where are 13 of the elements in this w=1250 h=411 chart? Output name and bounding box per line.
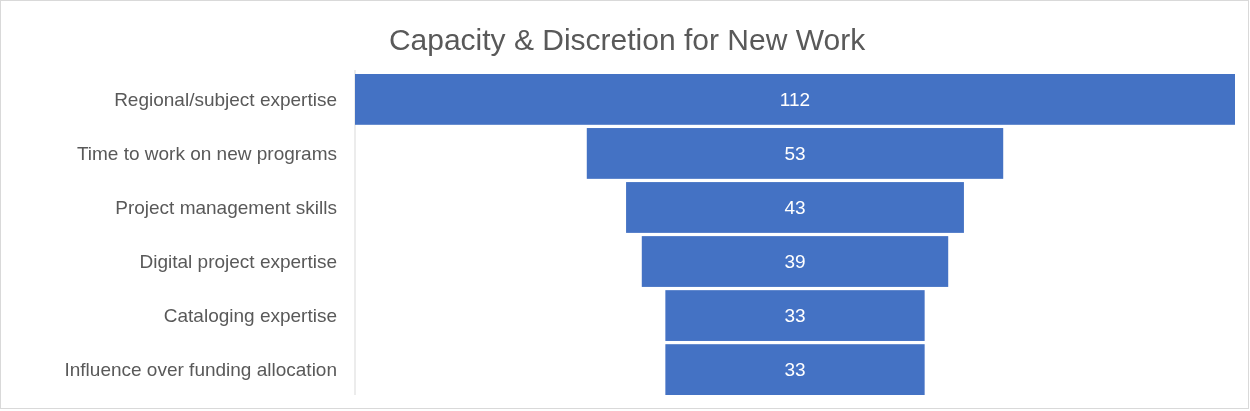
text: Capacity & Discretion for New Work <box>388 23 867 56</box>
data-label: 53 <box>784 142 806 164</box>
data-label: 43 <box>784 196 806 218</box>
category-label: Digital project expertise <box>139 251 337 273</box>
data-label: 33 <box>784 305 806 327</box>
category-label: Cataloging expertise <box>163 305 337 327</box>
data-label: 112 <box>779 88 811 110</box>
category-label: Time to work on new programs <box>76 142 337 164</box>
category-label: Influence over funding allocation <box>64 359 337 381</box>
data-label: 39 <box>784 251 806 273</box>
category-label: Project management skills <box>115 196 337 218</box>
data-label: 33 <box>784 359 806 381</box>
category-label: Regional/subject expertise <box>114 88 337 110</box>
